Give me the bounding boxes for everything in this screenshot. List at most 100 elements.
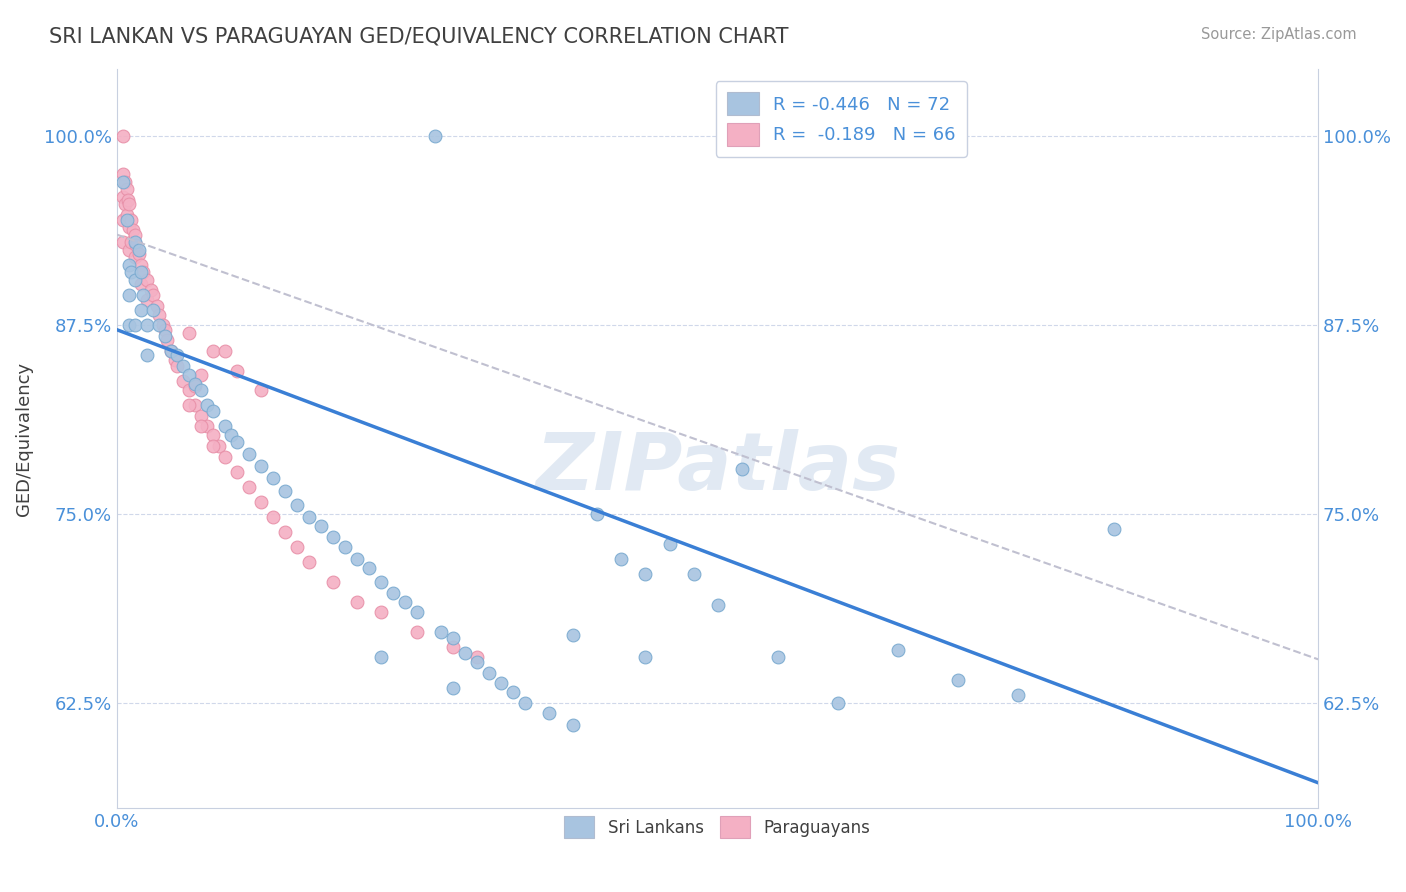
Point xyxy=(136,318,159,333)
Point xyxy=(172,374,194,388)
Point xyxy=(184,398,207,412)
Point xyxy=(120,235,142,249)
Point xyxy=(370,650,392,665)
Point xyxy=(117,193,139,207)
Point xyxy=(766,650,789,665)
Point xyxy=(124,235,146,249)
Point xyxy=(250,495,273,509)
Point xyxy=(129,258,152,272)
Point xyxy=(441,681,464,695)
Point xyxy=(152,318,174,333)
Point xyxy=(465,655,488,669)
Point xyxy=(111,190,134,204)
Point xyxy=(274,484,297,499)
Point xyxy=(441,640,464,654)
Point xyxy=(827,696,849,710)
Point xyxy=(111,235,134,249)
Point xyxy=(538,706,561,721)
Point xyxy=(382,585,405,599)
Point xyxy=(136,293,159,307)
Point xyxy=(274,525,297,540)
Point xyxy=(121,223,143,237)
Point xyxy=(359,561,381,575)
Point xyxy=(219,428,242,442)
Point xyxy=(118,220,141,235)
Point xyxy=(120,212,142,227)
Point xyxy=(346,594,368,608)
Point xyxy=(610,552,633,566)
Point xyxy=(111,212,134,227)
Point xyxy=(124,273,146,287)
Point xyxy=(202,428,225,442)
Point xyxy=(425,129,447,144)
Point xyxy=(190,409,212,423)
Point xyxy=(946,673,969,687)
Point xyxy=(406,605,429,619)
Point xyxy=(478,665,501,680)
Point xyxy=(111,167,134,181)
Point xyxy=(250,383,273,397)
Point xyxy=(118,243,141,257)
Point xyxy=(142,288,165,302)
Point xyxy=(153,328,176,343)
Point xyxy=(136,273,159,287)
Point xyxy=(118,288,141,302)
Point xyxy=(128,243,150,257)
Point xyxy=(226,363,249,377)
Point xyxy=(118,258,141,272)
Point xyxy=(238,446,260,460)
Point xyxy=(262,510,284,524)
Point xyxy=(214,450,236,464)
Point xyxy=(202,439,225,453)
Point xyxy=(226,465,249,479)
Point xyxy=(132,288,155,302)
Text: ZIPatlas: ZIPatlas xyxy=(536,429,900,507)
Point xyxy=(586,507,609,521)
Point xyxy=(190,383,212,397)
Point xyxy=(465,650,488,665)
Point xyxy=(441,631,464,645)
Point xyxy=(190,419,212,434)
Point xyxy=(177,398,200,412)
Point xyxy=(346,552,368,566)
Point xyxy=(114,175,136,189)
Legend: Sri Lankans, Paraguayans: Sri Lankans, Paraguayans xyxy=(558,810,877,845)
Point xyxy=(125,238,148,252)
Point xyxy=(562,628,585,642)
Y-axis label: GED/Equivalency: GED/Equivalency xyxy=(15,361,32,516)
Point xyxy=(184,377,207,392)
Point xyxy=(160,343,183,358)
Point xyxy=(706,598,728,612)
Point xyxy=(190,368,212,382)
Point xyxy=(394,594,416,608)
Point xyxy=(129,277,152,292)
Point xyxy=(285,540,308,554)
Point xyxy=(370,574,392,589)
Point xyxy=(166,348,188,362)
Point xyxy=(682,567,704,582)
Point xyxy=(153,323,176,337)
Point xyxy=(111,175,134,189)
Point xyxy=(226,434,249,449)
Point xyxy=(238,480,260,494)
Point xyxy=(195,419,218,434)
Point xyxy=(634,650,657,665)
Point xyxy=(120,265,142,279)
Point xyxy=(491,676,513,690)
Point xyxy=(658,537,681,551)
Point xyxy=(285,498,308,512)
Point xyxy=(208,439,231,453)
Point xyxy=(177,326,200,340)
Point xyxy=(128,247,150,261)
Point xyxy=(502,685,524,699)
Point xyxy=(322,574,344,589)
Point xyxy=(124,318,146,333)
Point xyxy=(184,378,207,392)
Point xyxy=(114,197,136,211)
Point xyxy=(454,646,477,660)
Point xyxy=(214,419,236,434)
Point xyxy=(129,303,152,318)
Point xyxy=(115,212,138,227)
Point xyxy=(139,284,162,298)
Point xyxy=(562,718,585,732)
